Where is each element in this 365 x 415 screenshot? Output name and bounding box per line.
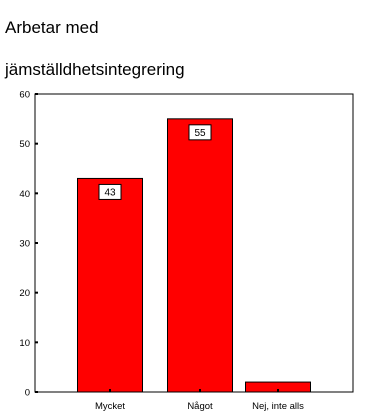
data-label: 43 (104, 187, 116, 198)
y-tick-label: 0 (25, 388, 30, 399)
y-tick-label: 10 (19, 338, 30, 349)
data-label-box (188, 124, 212, 141)
plot-area: 0 10 20 30 40 50 60 Mycket 43 Något 55 Nej, inte al… (19, 90, 354, 412)
y-tick-label: 20 (19, 288, 30, 299)
x-tick-label: Mycket (95, 401, 125, 412)
y-tick-label: 40 (19, 189, 30, 200)
chart-title-line-2: jämställdhetsintegrering (5, 60, 185, 79)
chart-title-line-1: Arbetar med (5, 18, 99, 37)
x-tick-label: Något (187, 401, 213, 412)
data-label: 55 (194, 128, 206, 139)
y-tick-label: 30 (19, 239, 30, 250)
bar (77, 177, 143, 393)
y-tick-label: 60 (19, 90, 30, 101)
data-label-box (98, 183, 122, 200)
y-tick-label: 50 (19, 139, 30, 150)
x-tick-label: Nej, inte alls (252, 401, 304, 412)
bar (167, 118, 233, 393)
